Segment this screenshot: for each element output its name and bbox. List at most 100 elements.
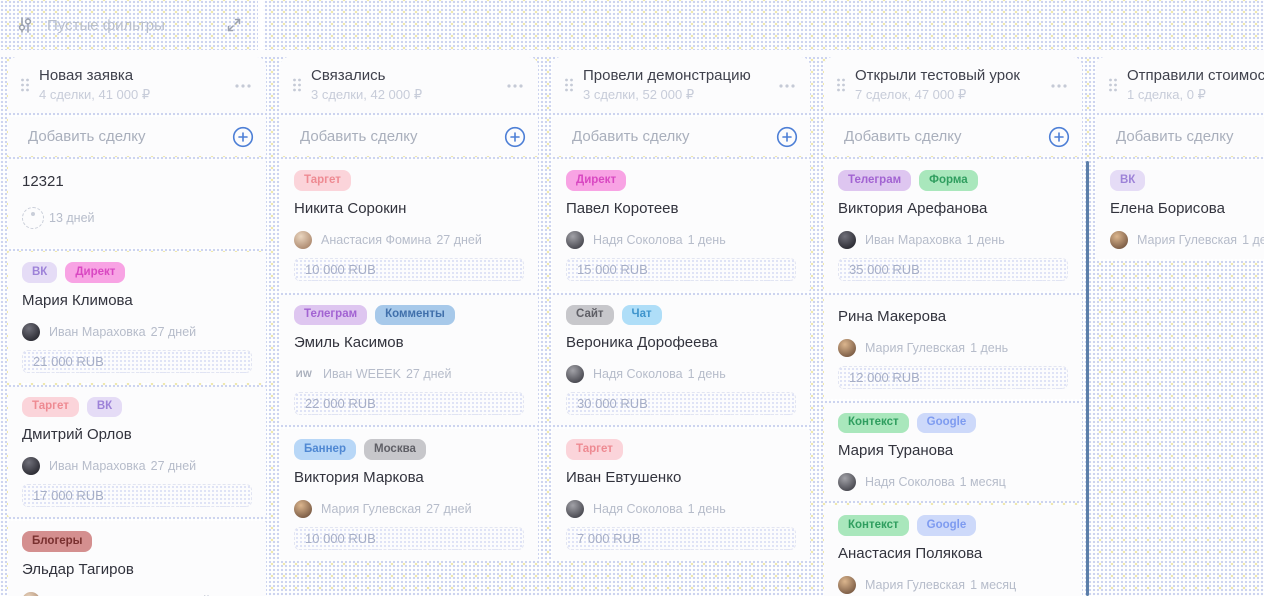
- tag-pill: Баннер: [294, 439, 356, 460]
- days-in-stage: 1 месяц: [959, 475, 1006, 489]
- deal-name: Эмиль Касимов: [294, 334, 404, 351]
- tag-pill: Директ: [65, 262, 126, 283]
- board-columns: Новая заявка 4 сделки, 41 000 ₽ Добавить…: [0, 57, 1264, 596]
- deal-card[interactable]: Контекст Google Анастасия Полякова Мария…: [824, 505, 1082, 596]
- deal-amount: 21 000 RUB: [22, 349, 252, 373]
- column-menu-icon[interactable]: [232, 72, 254, 98]
- deal-card[interactable]: Телеграм Форма Виктория Арефанова Иван М…: [824, 160, 1082, 291]
- column-title: Открыли тестовый урок: [855, 67, 1020, 84]
- drag-handle-icon[interactable]: [292, 77, 302, 93]
- deal-meta: Анастасия Фомина 27 дней: [294, 230, 524, 249]
- days-in-stage: 1 месяц: [970, 577, 1017, 592]
- deal-amount: 17 000 RUB: [22, 484, 252, 507]
- deal-card[interactable]: ВК Елена Борисова Мария Гулевская 1 день: [1096, 160, 1264, 259]
- deal-meta: Мария Гулевская 27 дней: [294, 499, 524, 518]
- deal-card[interactable]: Контекст Google Мария Туранова Надя Соко…: [824, 402, 1082, 501]
- assignee-name: Надя Соколова: [593, 367, 683, 381]
- tags-row: ВК: [1110, 170, 1264, 191]
- drag-handle-icon[interactable]: [20, 77, 30, 93]
- deal-card[interactable]: Таргет ВК Дмитрий Орлов Иван Мараховка 2…: [8, 386, 266, 517]
- deal-card[interactable]: Рина Макерова Мария Гулевская 1 день 12 …: [824, 294, 1082, 399]
- tags-row: Таргет: [294, 170, 524, 191]
- column-subtitle: 3 сделки, 52 000 ₽: [583, 87, 695, 102]
- add-deal-button[interactable]: Добавить сделку: [280, 117, 538, 156]
- column-menu-icon[interactable]: [1048, 72, 1070, 98]
- column-header[interactable]: Провели демонстрацию 3 сделки, 52 000 ₽: [552, 57, 810, 113]
- add-deal-plus-icon[interactable]: [232, 126, 254, 148]
- add-deal-button[interactable]: Добавить сделку: [8, 117, 266, 156]
- deal-card[interactable]: Директ Павел Коротеев Надя Соколова 1 де…: [552, 160, 810, 291]
- assignee-name: Мария Гулевская: [865, 577, 966, 592]
- drag-handle-icon[interactable]: [836, 77, 846, 93]
- column-header[interactable]: Связались 3 сделки, 42 000 ₽: [280, 57, 538, 113]
- cards-list: 12321 13 дней ВК Директ Мария Климова Ив…: [8, 160, 266, 596]
- tag-pill: Контекст: [838, 515, 909, 536]
- deal-name: Анастасия Полякова: [838, 544, 983, 562]
- column-header[interactable]: Новая заявка 4 сделки, 41 000 ₽: [8, 57, 266, 113]
- deal-card[interactable]: Телеграм Комменты Эмиль Касимов ИW Иван …: [280, 294, 538, 425]
- column-title: Связались: [311, 67, 386, 84]
- tag-pill: Телеграм: [838, 170, 912, 191]
- expand-icon[interactable]: [226, 17, 242, 33]
- deal-name: Виктория Маркова: [294, 468, 424, 486]
- add-deal-plus-icon[interactable]: [776, 126, 798, 148]
- column-menu-icon[interactable]: [504, 72, 526, 98]
- column-title: Отправили стоимость: [1127, 67, 1264, 84]
- days-in-stage: 27 дней: [436, 232, 482, 247]
- deal-meta: Мария Гулевская 1 день: [1110, 230, 1264, 249]
- filter-bar[interactable]: Пустые фильтры: [0, 0, 258, 50]
- deal-amount: 12 000 RUB: [838, 365, 1068, 389]
- add-deal-button[interactable]: Добавить сделку: [824, 117, 1082, 156]
- deal-card[interactable]: 12321 13 дней: [8, 160, 266, 248]
- deal-name: Елена Борисова: [1110, 199, 1225, 217]
- deal-card[interactable]: Сайт Чат Вероника Дорофеева Надя Соколов…: [552, 294, 810, 425]
- assignee-avatar: [838, 473, 856, 491]
- column-header[interactable]: Открыли тестовый урок 7 сделок, 47 000 ₽: [824, 57, 1082, 113]
- assignee-name: Иван Мараховка: [49, 459, 146, 473]
- deal-card[interactable]: ВК Директ Мария Климова Иван Мараховка 2…: [8, 252, 266, 383]
- tag-pill: Таргет: [294, 170, 351, 191]
- assignee-name: Иван Мараховка: [865, 232, 962, 247]
- deal-name: Мария Климова: [22, 291, 133, 309]
- filter-bar-label: Пустые фильтры: [47, 16, 165, 34]
- assignee-name: Анастасия Фомина: [49, 594, 159, 596]
- add-deal-plus-icon[interactable]: [1048, 126, 1070, 148]
- deal-amount: 35 000 RUB: [838, 257, 1068, 281]
- deal-amount: 10 000 RUB: [294, 257, 524, 281]
- deal-card[interactable]: Блогеры Эльдар Тагиров Анастасия Фомина …: [8, 521, 266, 596]
- days-in-stage: 1 день: [687, 501, 726, 516]
- tag-pill: Директ: [566, 170, 627, 191]
- add-deal-label: Добавить сделку: [572, 128, 690, 145]
- assignee-name: Мария Гулевская: [1137, 232, 1238, 247]
- add-deal-label: Добавить сделку: [300, 128, 418, 145]
- days-in-stage: 27 дней: [405, 367, 452, 381]
- column-header[interactable]: Отправили стоимость 1 сделка, 0 ₽: [1096, 57, 1264, 113]
- tag-pill: Таргет: [566, 439, 623, 460]
- tags-row: Сайт Чат: [566, 304, 796, 325]
- add-deal-button[interactable]: Добавить сделку: [1096, 117, 1264, 156]
- deal-card[interactable]: Баннер Москва Виктория Маркова Мария Гул…: [280, 429, 538, 560]
- cards-list: Директ Павел Коротеев Надя Соколова 1 де…: [552, 160, 810, 560]
- deal-amount: 22 000 RUB: [294, 392, 524, 415]
- days-in-stage: 1 день: [687, 232, 726, 247]
- assignee-name: Мария Гулевская: [865, 340, 966, 355]
- deal-meta: 13 дней: [22, 207, 252, 229]
- tag-pill: Контекст: [838, 412, 909, 433]
- drag-handle-icon[interactable]: [564, 77, 574, 93]
- column-menu-icon[interactable]: [776, 72, 798, 98]
- days-in-stage: 13 дней: [49, 211, 95, 225]
- deal-meta: Анастасия Фомина 27 дней: [22, 591, 252, 596]
- tags-row: Телеграм Форма: [838, 170, 1068, 191]
- deal-amount: 7 000 RUB: [566, 526, 796, 550]
- add-deal-button[interactable]: Добавить сделку: [552, 117, 810, 156]
- board-column: Новая заявка 4 сделки, 41 000 ₽ Добавить…: [8, 57, 266, 596]
- tags-row: Контекст Google: [838, 515, 1068, 536]
- deal-card[interactable]: Таргет Никита Сорокин Анастасия Фомина 2…: [280, 160, 538, 291]
- tag-pill: Сайт: [566, 304, 614, 325]
- drag-handle-icon[interactable]: [1108, 77, 1118, 93]
- deal-card[interactable]: Таргет Иван Евтушенко Надя Соколова 1 де…: [552, 429, 810, 560]
- deal-name: Павел Коротеев: [566, 199, 679, 217]
- add-deal-plus-icon[interactable]: [504, 126, 526, 148]
- days-in-stage: 27 дней: [164, 594, 210, 596]
- assignee-name: Надя Соколова: [593, 232, 683, 247]
